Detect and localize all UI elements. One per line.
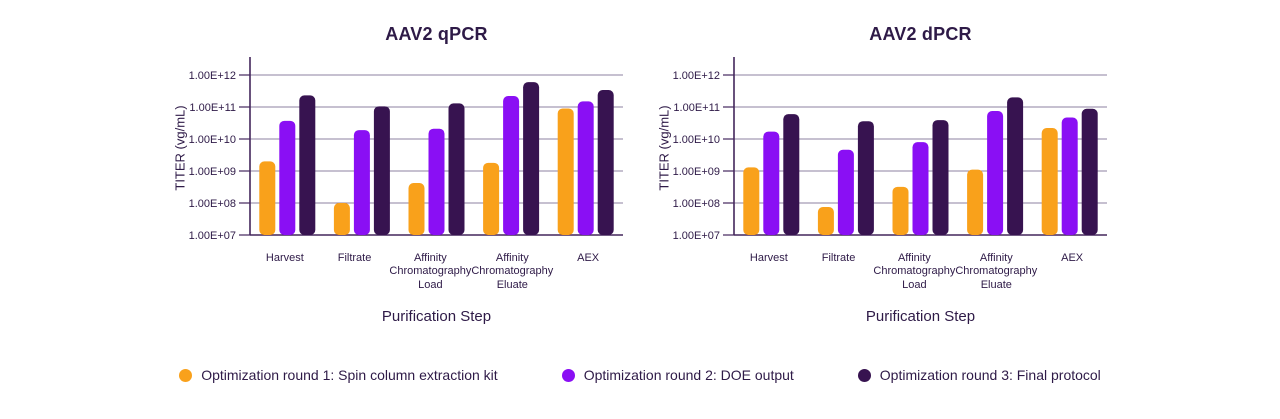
x-category-label: AEX (1061, 252, 1084, 264)
y-tick-label: 1.00E+08 (189, 198, 236, 210)
y-tick-label: 1.00E+11 (673, 102, 720, 114)
x-axis-title: Purification Step (865, 308, 976, 326)
legend-item-round3: Optimization round 3: Final protocol (857, 367, 1101, 384)
y-tick-label: 1.00E+07 (673, 230, 720, 241)
x-category-labels: Harvest Filtrate Affinity Chromatography L… (250, 252, 623, 292)
bar (333, 203, 350, 235)
bar (279, 120, 296, 235)
bar (299, 95, 316, 235)
bar (892, 186, 909, 235)
x-category-label: Affinity Chromatography Load (873, 252, 956, 291)
x-category-label: AEX (577, 252, 600, 264)
legend-swatch-round3-icon (857, 368, 871, 382)
legend-swatch-round1-icon (179, 368, 193, 382)
legend-item-round2: Optimization round 2: DOE output (561, 367, 794, 384)
legend: Optimization round 1: Spin column extrac… (0, 367, 1280, 383)
plot-svg: 1.00E+12 1.00E+11 1.00E+10 1.00E+09 1.00E+08… (189, 57, 623, 242)
bar (373, 106, 390, 235)
bar (1007, 97, 1024, 235)
plot-area: TITER (vg/mL) 1.00E+12 1.00E+11 1.00E+10 1.… (654, 57, 1110, 292)
legend-swatch-round2-icon (561, 368, 575, 382)
bar (987, 110, 1004, 235)
chart-aav2-dpcr: AAV2 dPCR TITER (vg/mL) 1.00E+12 1.00E+11… (654, 24, 1110, 325)
y-tick-label: 1.00E+11 (189, 102, 236, 114)
plot-svg: 1.00E+12 1.00E+11 1.00E+10 1.00E+09 1.00E+08… (673, 57, 1107, 242)
legend-label-round2: Optimization round 2: DOE output (583, 367, 794, 384)
bar (408, 183, 425, 235)
bar (503, 96, 520, 235)
bar (557, 108, 574, 235)
bar (932, 120, 949, 235)
chart-title: AAV2 dPCR (869, 24, 972, 44)
y-axis-label: TITER (vg/mL) (172, 105, 188, 191)
bar (743, 167, 760, 235)
bar (483, 162, 500, 235)
x-category-label: Filtrate (337, 252, 372, 264)
bar (912, 142, 929, 235)
charts-row: AAV2 qPCR TITER (vg/mL) 1.00E+12 1.00E+11… (0, 24, 1280, 325)
y-tick-label: 1.00E+08 (673, 198, 720, 210)
bar (428, 128, 445, 235)
bar (783, 114, 800, 235)
bar (597, 89, 614, 235)
bar (967, 169, 984, 235)
bar (448, 103, 465, 235)
bar (259, 161, 276, 235)
bar (353, 130, 370, 235)
x-axis-title: Purification Step (381, 308, 492, 326)
bar (523, 82, 540, 236)
bar (837, 149, 854, 235)
bar (1061, 117, 1078, 235)
x-category-label: Harvest (749, 252, 788, 264)
y-tick-label: 1.00E+09 (189, 166, 236, 178)
x-category-labels: Harvest Filtrate Affinity Chromatography L… (734, 252, 1107, 292)
chart-aav2-qpcr: AAV2 qPCR TITER (vg/mL) 1.00E+12 1.00E+11… (170, 24, 626, 325)
chart-title: AAV2 qPCR (385, 24, 488, 44)
bar (817, 206, 834, 235)
bar (1081, 108, 1098, 235)
y-axis-label: TITER (vg/mL) (656, 105, 672, 191)
figure: AAV2 qPCR TITER (vg/mL) 1.00E+12 1.00E+11… (0, 24, 1280, 383)
legend-item-round1: Optimization round 1: Spin column extrac… (179, 367, 498, 384)
legend-label-round1: Optimization round 1: Spin column extrac… (201, 367, 498, 384)
y-tick-label: 1.00E+07 (189, 230, 236, 241)
x-category-label: Filtrate (821, 252, 856, 264)
x-category-label: Harvest (265, 252, 304, 264)
x-category-label: Affinity Chromatography Load (389, 252, 472, 291)
bar (857, 121, 874, 235)
legend-label-round3: Optimization round 3: Final protocol (879, 367, 1101, 384)
bar (1041, 128, 1058, 235)
plot-area: TITER (vg/mL) 1.00E+12 1.00E+11 1.00E+10 1.… (170, 57, 626, 292)
y-tick-label: 1.00E+12 (673, 70, 720, 82)
y-tick-label: 1.00E+09 (673, 166, 720, 178)
x-category-label: Affinity Chromatography Eluate (471, 252, 554, 291)
y-tick-label: 1.00E+12 (189, 70, 236, 82)
y-tick-label: 1.00E+10 (673, 134, 720, 146)
y-tick-label: 1.00E+10 (189, 134, 236, 146)
bar (763, 131, 780, 235)
x-category-label: Affinity Chromatography Eluate (955, 252, 1038, 291)
bar (577, 101, 594, 235)
